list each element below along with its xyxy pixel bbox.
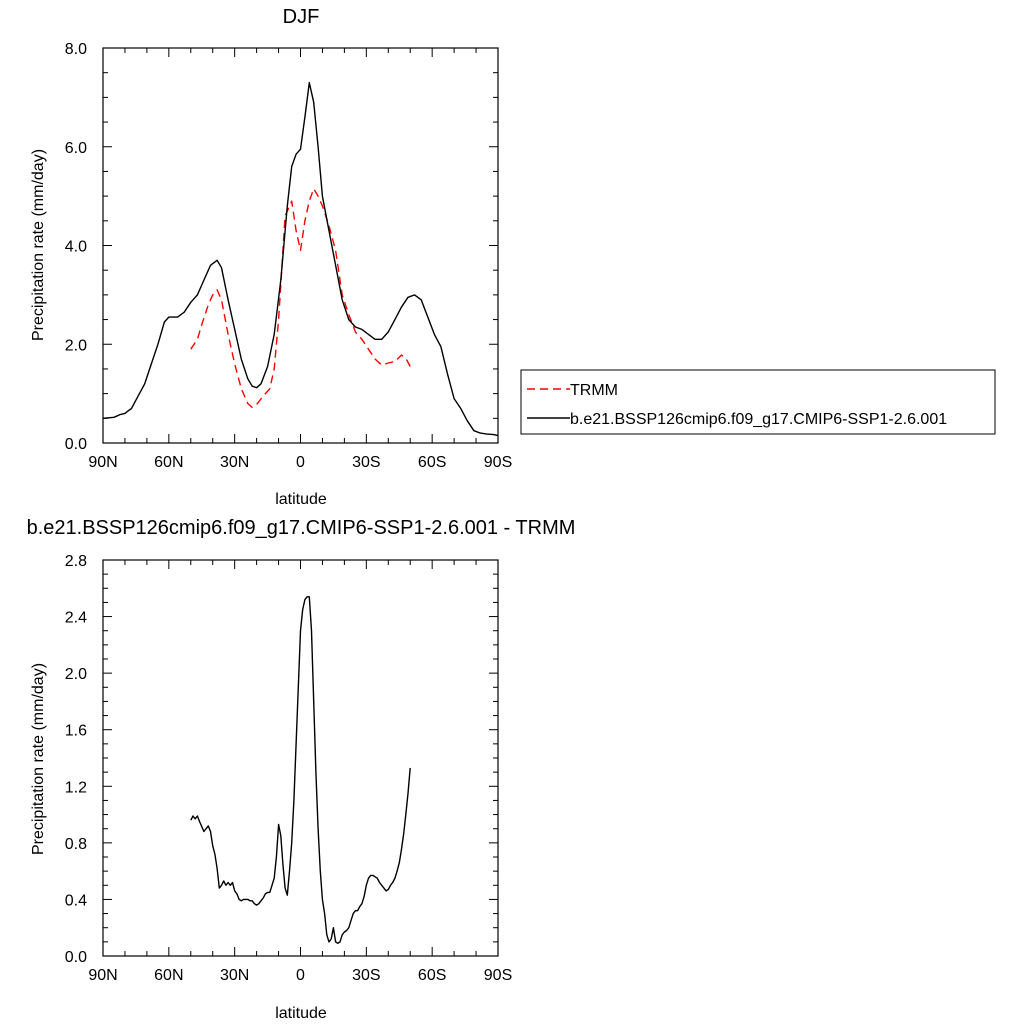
x-tick-label: 0 <box>296 967 305 984</box>
series-line-b-e21-bssp126cmip6-f09-g17-cmip6-ssp1-2-6-001 <box>102 81 499 437</box>
djf-y-axis-label: Precipitation rate (mm/day) <box>30 149 47 341</box>
x-tick-label: 90S <box>484 454 512 471</box>
y-tick-label: 2.0 <box>65 337 87 354</box>
x-tick-label: 90N <box>88 454 117 471</box>
x-tick-label: 30N <box>220 454 249 471</box>
y-tick-label: 0.4 <box>65 892 87 909</box>
series-line-trmm <box>190 187 411 409</box>
x-tick-label: 60N <box>154 967 183 984</box>
x-tick-label: 30S <box>352 454 380 471</box>
y-tick-label: 0.0 <box>65 436 87 453</box>
difference-x-axis-label: latitude <box>275 1005 327 1022</box>
legend-label-trmm: TRMM <box>570 382 618 399</box>
y-tick-label: 2.4 <box>65 610 87 627</box>
djf-panel: DJF 90N 60N 30N 0 30S 60S 90S 0.0 2.0 4.0 6.0 8.0 l… <box>30 6 512 508</box>
plot-frame <box>102 559 499 957</box>
y-tick-label: 4.0 <box>65 239 87 256</box>
difference-panel: b.e21.BSSP126cmip6.f09_g17.CMIP6-SSP1-2.… <box>27 517 576 1022</box>
y-tick-label: 2.0 <box>65 666 87 683</box>
x-tick-label: 90N <box>88 967 117 984</box>
y-tick-label: 0.0 <box>65 949 87 966</box>
legend: TRMM b.e21.BSSP126cmip6.f09_g17.CMIP6-SS… <box>520 369 996 435</box>
x-tick-label: 60N <box>154 454 183 471</box>
x-tick-label: 30N <box>220 967 249 984</box>
difference-y-axis-label: Precipitation rate (mm/day) <box>30 663 47 855</box>
y-tick-label: 2.8 <box>65 553 87 570</box>
x-tick-label: 30S <box>352 967 380 984</box>
legend-label-model: b.e21.BSSP126cmip6.f09_g17.CMIP6-SSP1-2.… <box>570 411 947 428</box>
y-tick-label: 6.0 <box>65 140 87 157</box>
difference-series <box>190 596 411 944</box>
djf-title: DJF <box>283 6 320 28</box>
difference-axes: 90N 60N 30N 0 30S 60S 90S 0.0 0.4 0.8 1.2 1.6 2.0 2.4… <box>65 553 512 984</box>
x-tick-label: 90S <box>484 967 512 984</box>
x-tick-label: 60S <box>418 967 446 984</box>
plot-frame <box>102 47 499 444</box>
y-tick-label: 8.0 <box>65 41 87 58</box>
y-tick-label: 1.6 <box>65 723 87 740</box>
djf-x-axis-label: latitude <box>275 491 327 508</box>
x-tick-label: 60S <box>418 454 446 471</box>
djf-axes: 90N 60N 30N 0 30S 60S 90S 0.0 2.0 4.0 6.0 8.0 <box>65 41 512 471</box>
y-tick-label: 1.2 <box>65 779 87 796</box>
djf-series <box>102 81 499 437</box>
series-line-difference-0 <box>190 596 411 944</box>
legend-box <box>520 369 996 435</box>
y-tick-label: 0.8 <box>65 836 87 853</box>
difference-title: b.e21.BSSP126cmip6.f09_g17.CMIP6-SSP1-2.… <box>27 517 576 539</box>
x-tick-label: 0 <box>296 454 305 471</box>
